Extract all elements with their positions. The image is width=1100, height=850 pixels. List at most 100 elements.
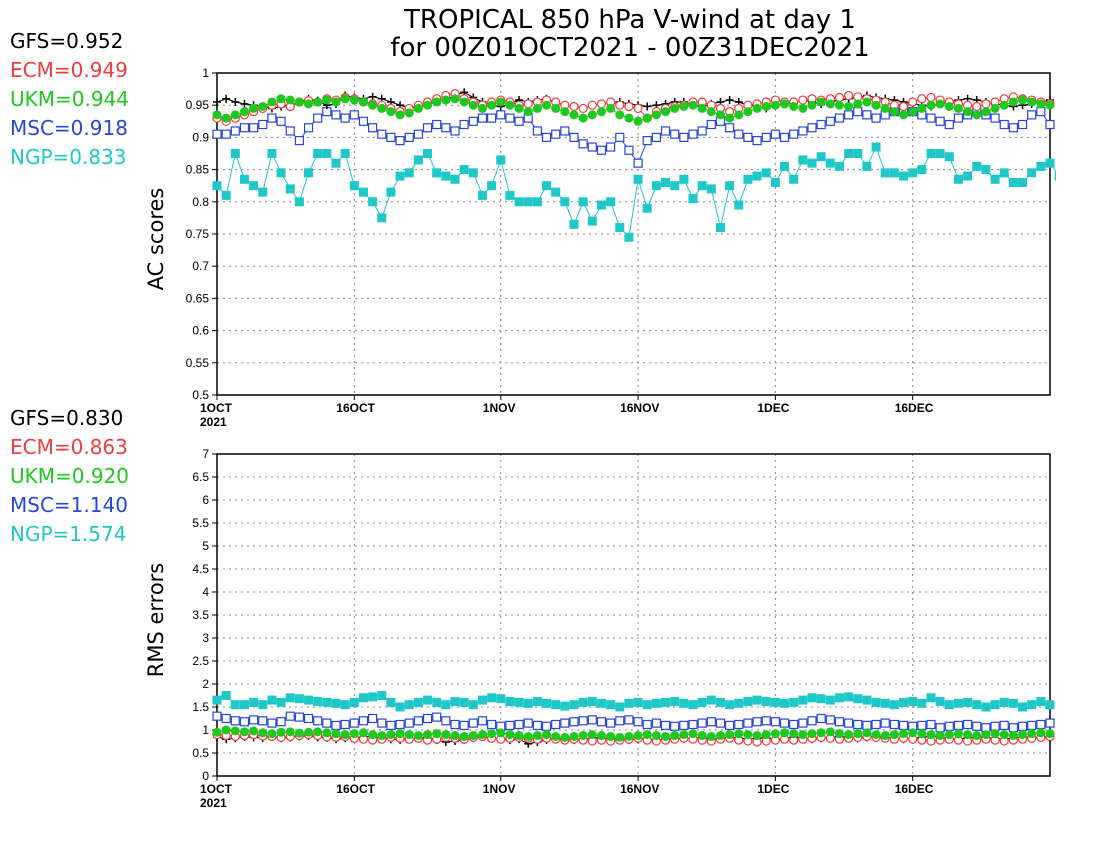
rms-point-ngp — [899, 697, 909, 707]
ac-point-ukm — [780, 99, 790, 109]
rms-point-msc — [413, 716, 423, 726]
ac-point-msc — [496, 110, 506, 120]
ac-point-ngp — [587, 216, 597, 226]
ac-point-ngp — [688, 194, 698, 204]
rms-point-msc — [688, 719, 698, 730]
ac-point-ngp — [752, 171, 762, 181]
ac-point-msc — [221, 129, 231, 139]
rms-point-msc — [953, 720, 964, 731]
rms-point-msc — [239, 717, 250, 727]
ac-point-msc — [532, 126, 542, 136]
ac-point-ukm — [569, 110, 579, 120]
rms-point-ukm — [624, 731, 634, 741]
ac-point-ngp — [1054, 171, 1056, 181]
rms-point-ngp — [1008, 698, 1018, 708]
ac-point-ukm — [706, 107, 716, 117]
ac-point-msc — [770, 129, 780, 139]
rms-y-tick-label: 3.5 — [192, 608, 209, 622]
rms-point-msc — [1045, 718, 1055, 728]
rms-point-ukm — [679, 730, 689, 740]
ac-point-ukm — [688, 100, 698, 110]
rms-x-tick-label: 16DEC — [895, 782, 934, 796]
ac-point-ecm — [615, 100, 625, 110]
rms-point-msc — [917, 720, 927, 731]
ac-point-msc — [450, 126, 460, 136]
rms-point-msc — [551, 719, 561, 730]
ac-x-tick-label: 16NOV — [620, 401, 659, 415]
rms-point-ngp — [587, 696, 597, 706]
rms-point-ukm — [917, 729, 927, 739]
ac-point-ngp — [633, 174, 643, 184]
rms-point-ukm — [368, 730, 378, 740]
ac-point-msc — [239, 123, 250, 133]
ac-point-ngp — [569, 219, 579, 229]
rms-point-ukm — [331, 729, 341, 739]
ac-point-msc — [926, 113, 936, 123]
rms-point-ukm — [615, 732, 625, 742]
ac-point-ngp — [258, 187, 268, 197]
rms-series-ukm — [212, 725, 1055, 742]
ac-point-ngp — [1036, 161, 1046, 171]
rms-point-ukm — [551, 731, 561, 741]
ac-point-ngp — [441, 171, 451, 181]
ac-point-ukm — [770, 100, 780, 110]
rms-point-ngp — [633, 697, 643, 707]
ac-point-ngp — [844, 149, 854, 158]
rms-point-ngp — [889, 700, 899, 710]
ac-stat-ngp: NGP=0.833 — [10, 145, 127, 169]
ac-y-tick-label: 0.95 — [186, 98, 210, 112]
rms-point-ngp — [468, 700, 478, 710]
ac-x-tick-label: 1OCT — [200, 401, 233, 415]
rms-point-ukm — [304, 727, 314, 737]
rms-panel: 0 0.5 1 1.5 2 2.5 3 3.5 4 4.5 5 5.5 6 6.5 7 1OCT 16OCT 1N… — [10, 406, 1055, 810]
ac-point-msc — [779, 132, 790, 142]
rms-point-msc — [285, 711, 295, 721]
ac-point-msc — [587, 142, 597, 152]
ac-point-ukm — [221, 113, 231, 123]
rms-point-ukm — [404, 730, 414, 740]
ac-point-ecm — [624, 101, 634, 112]
rms-stat-ngp: NGP=1.574 — [10, 522, 127, 546]
ac-point-msc — [441, 123, 451, 133]
ac-point-ngp — [1045, 158, 1055, 168]
ac-y-tick-label: 0.8 — [192, 195, 209, 209]
rms-y-tick-label: 1.5 — [192, 700, 209, 714]
rms-point-ukm — [844, 730, 854, 740]
ac-point-ukm — [551, 103, 561, 113]
ac-point-msc — [734, 129, 744, 139]
ac-point-gfs — [213, 97, 221, 106]
ac-point-ukm — [670, 103, 680, 113]
ac-point-ngp — [697, 181, 707, 191]
rms-point-msc — [825, 715, 835, 725]
ac-point-msc — [487, 113, 497, 123]
ac-point-msc — [1036, 107, 1046, 117]
rms-point-ngp — [789, 697, 799, 707]
rms-point-ukm — [770, 729, 780, 739]
rms-point-msc — [294, 712, 304, 722]
rms-point-ukm — [413, 731, 423, 741]
rms-point-ukm — [670, 731, 680, 741]
ac-point-ngp — [834, 161, 844, 171]
rms-point-ukm — [972, 731, 982, 741]
rms-y-tick-label: 5.5 — [192, 516, 209, 530]
rms-point-ukm — [505, 730, 515, 740]
ac-point-ngp — [807, 158, 817, 168]
ac-point-ukm — [459, 97, 469, 107]
rms-point-ngp — [441, 700, 451, 710]
ac-point-ukm — [1008, 97, 1018, 107]
rms-point-ngp — [258, 700, 268, 710]
rms-point-ngp — [926, 693, 936, 703]
ac-point-msc — [706, 119, 716, 130]
rms-point-msc — [926, 719, 936, 730]
rms-point-ukm — [432, 729, 442, 739]
ac-point-ngp — [780, 161, 790, 171]
ac-point-msc — [1027, 110, 1037, 120]
rms-point-ngp — [239, 700, 249, 710]
rms-point-msc — [706, 717, 716, 727]
ac-point-ecm — [844, 90, 854, 101]
rms-point-ngp — [368, 692, 378, 702]
rms-point-ukm — [1045, 729, 1055, 739]
ac-point-ukm — [853, 99, 863, 109]
rms-point-ngp — [377, 691, 387, 700]
